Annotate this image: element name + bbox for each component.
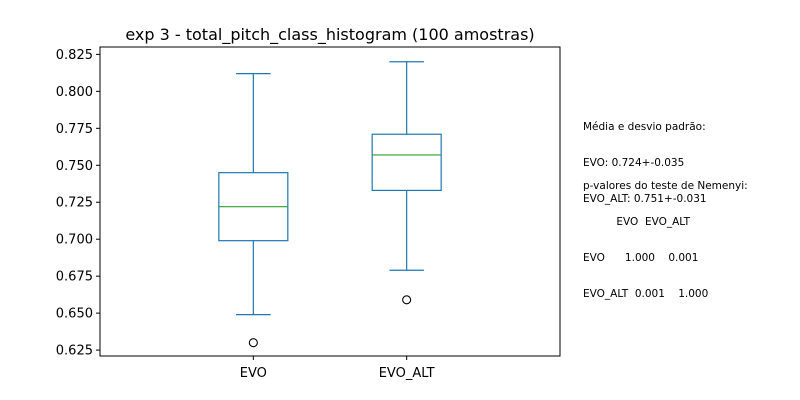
- y-tick-label: 0.775: [56, 122, 93, 137]
- nemenyi-title: p-valores do teste de Nemenyi:: [583, 180, 748, 192]
- box-iqr: [371, 133, 442, 192]
- box-evo: [218, 73, 289, 348]
- y-tick-label: 0.625: [56, 344, 93, 359]
- stats-title: Média e desvio padrão:: [583, 121, 706, 133]
- box-series: [218, 61, 442, 348]
- y-tick-label: 0.675: [56, 270, 93, 285]
- stats-line-evo: EVO: 0.724+-0.035: [583, 157, 685, 169]
- y-tick-label: 0.825: [56, 48, 93, 63]
- x-tick-label: EVO: [240, 366, 267, 381]
- nemenyi-row-evo: EVO 1.000 0.001: [583, 252, 699, 264]
- x-tick-label: EVO_ALT: [379, 366, 435, 381]
- nemenyi-row-evo-alt: EVO_ALT 0.001 1.000: [583, 288, 709, 300]
- y-tick-label: 0.800: [56, 85, 93, 100]
- stats-line-evo-alt: EVO_ALT: 0.751+-0.031: [583, 193, 707, 205]
- x-axis: EVO EVO_ALT: [240, 356, 435, 381]
- y-tick-label: 0.700: [56, 233, 93, 248]
- nemenyi-header: EVO EVO_ALT: [583, 216, 691, 228]
- outlier-point: [248, 338, 258, 348]
- chart-title: exp 3 - total_pitch_class_histogram (100…: [125, 25, 534, 45]
- y-tick-label: 0.750: [56, 159, 93, 174]
- nemenyi-annotation: p-valores do teste de Nemenyi: EVO EVO_A…: [583, 156, 748, 312]
- y-tick-label: 0.650: [56, 307, 93, 322]
- y-tick-label: 0.725: [56, 196, 93, 211]
- stats-annotation: Média e desvio padrão: EVO: 0.724+-0.035…: [583, 97, 707, 217]
- outlier-point: [402, 295, 412, 305]
- y-axis: 0.625 0.650 0.675 0.700 0.725 0.750 0.775 0.800…: [56, 48, 100, 359]
- plot-frame: [99, 46, 561, 357]
- box-evo-alt: [371, 61, 442, 305]
